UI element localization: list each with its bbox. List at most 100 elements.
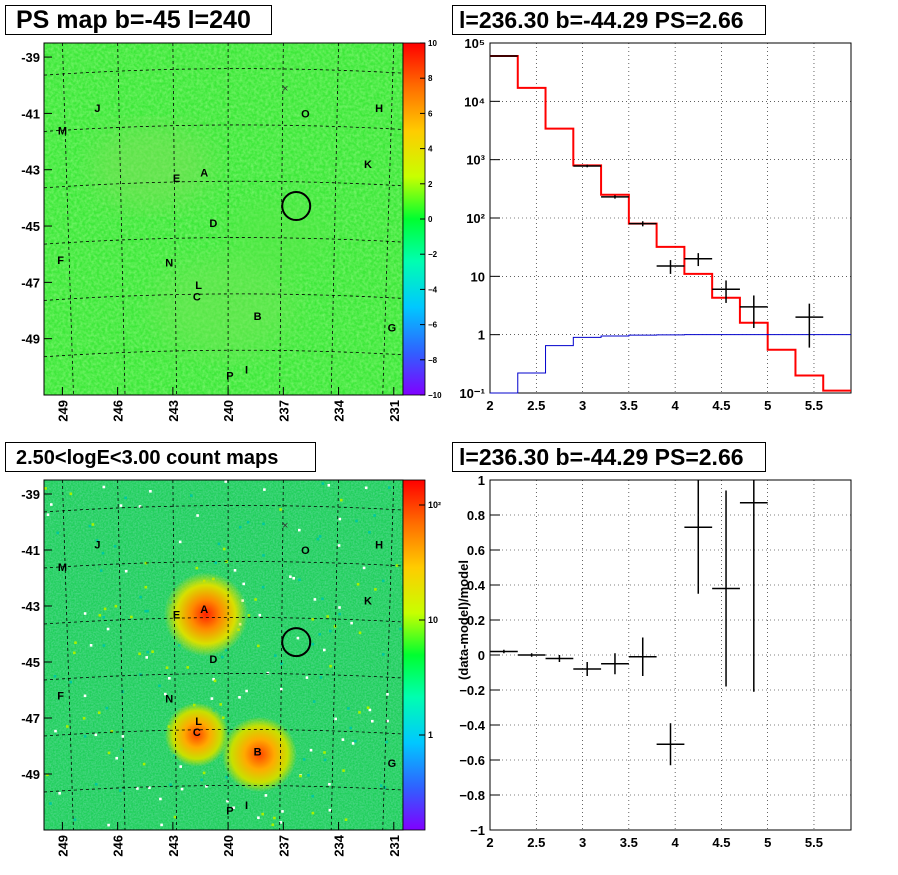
spectrum-y-tick-label: 10³ bbox=[466, 153, 485, 168]
spectrum-x-tick-label: 5 bbox=[764, 398, 771, 413]
map-pixel bbox=[98, 614, 102, 617]
source-label-L: L bbox=[195, 280, 202, 292]
map-y-tick-label: -43 bbox=[21, 599, 40, 614]
map-pixel bbox=[114, 604, 118, 608]
spectrum-y-tick-label: 10⁴ bbox=[464, 94, 485, 109]
map-pixel bbox=[82, 717, 86, 720]
map-pixel bbox=[195, 566, 199, 570]
map-pixel bbox=[327, 484, 331, 487]
map-pixel bbox=[362, 566, 366, 570]
colorbar-bottom-label: 10 bbox=[428, 615, 438, 625]
map-x-tick-label: 240 bbox=[221, 835, 236, 857]
map-pixel bbox=[309, 748, 313, 752]
map-y-tick-label: -39 bbox=[21, 487, 40, 502]
map-pixel bbox=[119, 789, 122, 792]
map-pixel bbox=[364, 486, 368, 490]
map-pixel bbox=[146, 609, 149, 613]
source-label-N: N bbox=[165, 693, 173, 705]
map-pixel bbox=[102, 615, 106, 619]
map-pixel bbox=[311, 811, 315, 815]
source-label-M: M bbox=[58, 125, 67, 137]
map-pixel bbox=[342, 769, 345, 772]
map-x-tick-label: 249 bbox=[55, 400, 70, 422]
spectrum-y-tick-label: 10⁻¹ bbox=[459, 386, 485, 401]
map-top-title: PS map b=-45 l=240 bbox=[5, 5, 272, 35]
map-meridian bbox=[62, 42, 74, 396]
hotspot-B bbox=[221, 716, 297, 793]
map-pixel bbox=[130, 615, 133, 619]
map-pixel bbox=[69, 680, 73, 684]
map-pixel bbox=[242, 582, 245, 586]
colorbar-top: 10 8 6 4 2 0 −2 −4 −6 −8 −10 bbox=[402, 39, 442, 400]
residual-data-point bbox=[628, 637, 657, 676]
map-pixel bbox=[292, 577, 295, 580]
colorbar-top-label: 6 bbox=[428, 109, 433, 118]
map-patch bbox=[91, 124, 212, 209]
map-pixel bbox=[266, 671, 270, 675]
map-pixel bbox=[222, 547, 226, 551]
map-pixel bbox=[73, 818, 77, 821]
map-pixel bbox=[299, 774, 302, 778]
map-pixel bbox=[205, 785, 208, 788]
map-pixel bbox=[102, 485, 106, 489]
map-pixel bbox=[119, 504, 123, 507]
map-pixel bbox=[344, 818, 348, 821]
map-pixel bbox=[49, 802, 52, 805]
source-label-I: I bbox=[245, 365, 248, 377]
map-pixel bbox=[274, 654, 277, 657]
map-pixel bbox=[46, 773, 49, 777]
map-pixel bbox=[46, 513, 50, 516]
residual-y-tick-label: −1 bbox=[470, 823, 485, 838]
map-pixel bbox=[257, 644, 260, 648]
map-pixel bbox=[105, 706, 109, 710]
map-pixel bbox=[226, 799, 229, 803]
map-pixel bbox=[190, 494, 193, 497]
map-pixel bbox=[279, 508, 282, 511]
map-x-tick-label: 231 bbox=[387, 835, 402, 857]
map-pixel bbox=[321, 482, 325, 485]
source-label-K: K bbox=[364, 159, 372, 171]
hotspot-A bbox=[164, 572, 249, 657]
residual-data-point bbox=[601, 653, 629, 675]
map-pixel bbox=[144, 609, 147, 613]
colorbar-top-label: −2 bbox=[428, 250, 438, 259]
source-label-E: E bbox=[173, 173, 180, 185]
spectrum-data-point bbox=[656, 260, 685, 274]
residual-x-tick-label: 4 bbox=[672, 835, 680, 850]
residual-y-tick-label: −0.4 bbox=[459, 718, 485, 733]
map-pixel bbox=[247, 614, 251, 617]
map-x-tick-label: 240 bbox=[221, 400, 236, 422]
map-x-tick-label: 234 bbox=[332, 834, 347, 856]
residual-panel: 2 2.5 3 3.5 4 4.5 5 5.5 −1 −0.8 −0.6 −0.4 −0.2 0 0.2 0.… bbox=[456, 473, 852, 850]
map-pixel bbox=[202, 771, 206, 775]
map-pixel bbox=[160, 823, 163, 827]
map-pixel bbox=[53, 675, 57, 678]
spectrum-x-tick-label: 4.5 bbox=[712, 398, 730, 413]
source-label-D: D bbox=[209, 218, 217, 230]
map-patch bbox=[153, 258, 294, 356]
source-label-J: J bbox=[94, 539, 100, 551]
map-pixel bbox=[94, 783, 98, 786]
map-pixel bbox=[395, 564, 399, 567]
map-pixel bbox=[386, 693, 389, 696]
spectrum-data-point bbox=[795, 303, 824, 348]
source-label-C: C bbox=[193, 291, 201, 303]
source-label-G: G bbox=[388, 758, 397, 770]
map-pixel bbox=[225, 776, 228, 779]
map-pixel bbox=[323, 648, 326, 652]
source-label-J: J bbox=[94, 103, 100, 115]
source-label-A: A bbox=[200, 604, 208, 616]
map-pixel bbox=[136, 787, 139, 790]
map-pixel bbox=[379, 784, 383, 787]
spectrum-data-point bbox=[573, 164, 602, 168]
map-x-tick-label: 237 bbox=[276, 400, 291, 422]
x-marker: × bbox=[282, 83, 288, 95]
map-pixel bbox=[273, 816, 276, 820]
map-pixel bbox=[341, 738, 345, 741]
map-pixel bbox=[321, 597, 324, 601]
colorbar-top-label: 8 bbox=[428, 74, 433, 83]
source-label-K: K bbox=[364, 595, 372, 607]
map-pixel bbox=[329, 629, 332, 633]
residual-x-tick-label: 2.5 bbox=[527, 835, 545, 850]
map-pixel bbox=[238, 696, 241, 699]
